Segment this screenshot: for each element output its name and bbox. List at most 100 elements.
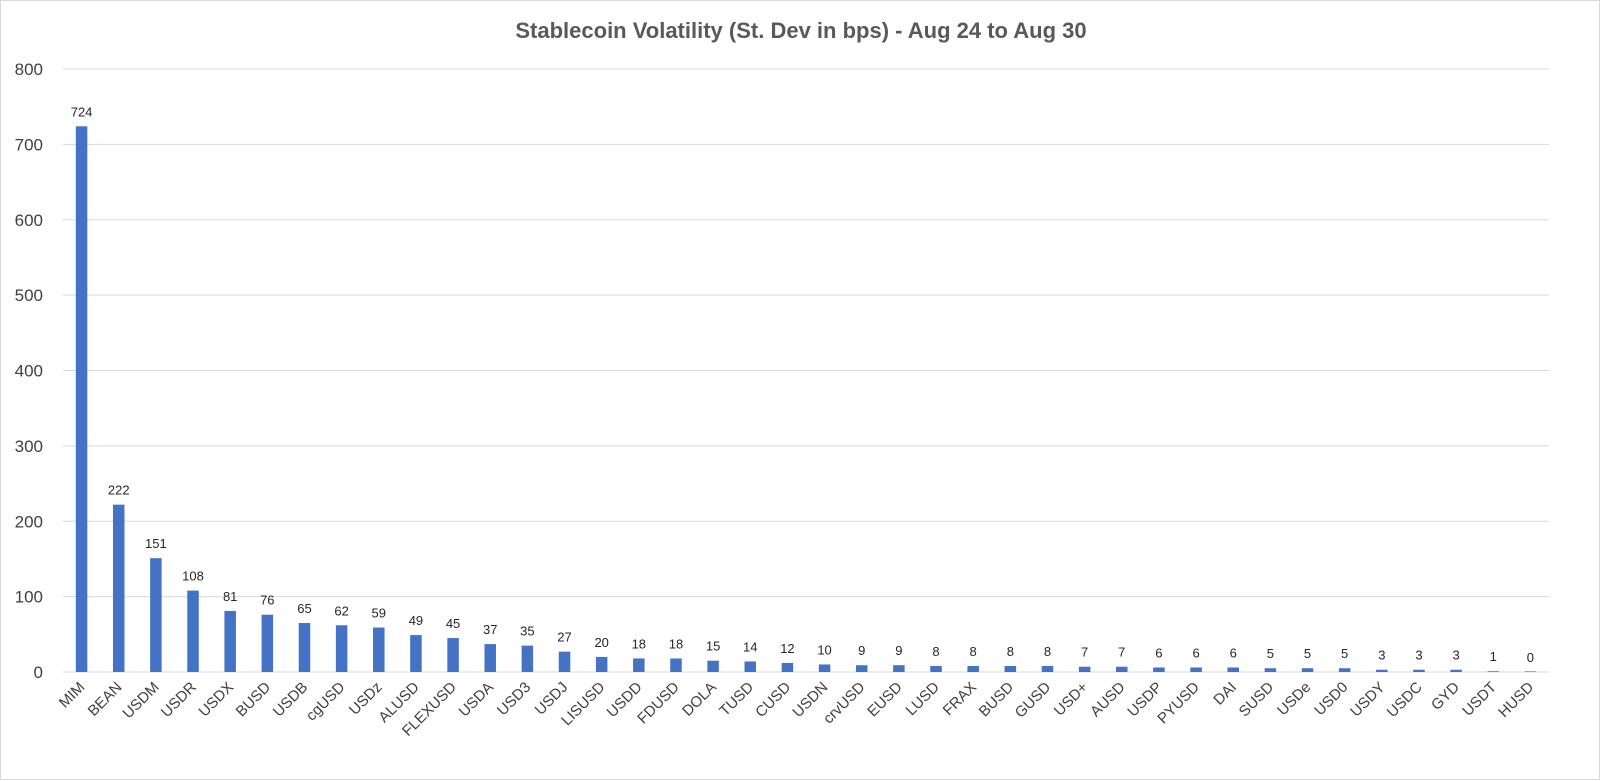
x-tick-label: USDA: [456, 679, 497, 720]
x-tick-label: AUSD: [1087, 679, 1129, 721]
x-tick-label: EUSD: [864, 679, 906, 721]
bar-dola: [707, 660, 719, 672]
bar-busd: [1004, 665, 1017, 672]
data-label: 10: [817, 642, 831, 657]
x-tick-label: USDY: [1347, 679, 1388, 720]
x-tick-label: USDM: [119, 679, 162, 722]
x-tick-label: cgUSD: [303, 679, 349, 725]
bar-cusd: [781, 662, 794, 672]
y-tick-label: 200: [15, 512, 43, 531]
y-tick-label: 100: [15, 588, 43, 607]
bar-lisusd: [595, 656, 608, 672]
bar-usdx: [224, 610, 236, 672]
y-tick-label: 300: [15, 437, 43, 456]
x-tick-label: USD+: [1051, 679, 1092, 720]
data-label: 1: [1490, 649, 1497, 664]
bar-usd0: [1338, 668, 1351, 672]
x-tick-label: DOLA: [679, 679, 720, 720]
x-axis-ticks: MIMBEANUSDMUSDRUSDXBUSDUSDBcgUSDUSDzALUS…: [56, 679, 1538, 740]
bar-busd: [261, 614, 274, 672]
bar-frax: [967, 665, 979, 672]
x-tick-label: USD0: [1311, 679, 1351, 719]
y-tick-label: 500: [15, 286, 43, 305]
data-label: 49: [409, 613, 423, 628]
bar-usdb: [298, 623, 311, 672]
bar-usdn: [818, 664, 831, 672]
data-label: 18: [632, 636, 646, 651]
data-label: 724: [71, 104, 93, 119]
bar-usdj: [558, 651, 571, 672]
data-label: 222: [108, 483, 130, 498]
bar-usdt: [1487, 671, 1500, 672]
x-tick-label: SUSD: [1236, 679, 1278, 721]
bar-usd+: [1078, 666, 1091, 672]
x-tick-label: MIM: [56, 679, 89, 712]
data-label: 27: [557, 630, 571, 645]
chart-title: Stablecoin Volatility (St. Dev in bps) -…: [515, 18, 1086, 43]
y-tick-label: 700: [15, 135, 43, 154]
data-label: 108: [182, 569, 204, 584]
bar-tusd: [744, 661, 757, 672]
data-label: 14: [743, 639, 757, 654]
bar-eusd: [893, 665, 905, 672]
x-tick-label: USDR: [158, 679, 200, 721]
data-label: 3: [1378, 648, 1385, 663]
x-tick-label: HUSD: [1495, 679, 1537, 721]
data-label: 45: [446, 616, 460, 631]
data-label: 0: [1527, 650, 1534, 665]
bar-usdr: [187, 590, 199, 672]
data-label: 6: [1230, 645, 1237, 660]
x-tick-label: USD3: [494, 679, 534, 719]
bar-usdm: [150, 558, 162, 672]
bar-mim: [75, 126, 88, 672]
data-label: 5: [1341, 646, 1348, 661]
bar-susd: [1264, 668, 1277, 672]
x-tick-label: crvUSD: [820, 679, 869, 728]
bar-usdc: [1413, 669, 1425, 672]
x-tick-label: TUSD: [716, 679, 757, 720]
bar-cgusd: [335, 625, 348, 672]
data-label: 18: [669, 636, 683, 651]
data-label: 3: [1415, 648, 1422, 663]
x-tick-label: LUSD: [903, 679, 943, 719]
data-label: 8: [1044, 644, 1051, 659]
data-label: 6: [1192, 645, 1199, 660]
data-label: 20: [594, 635, 608, 650]
bar-usdz: [373, 627, 385, 672]
data-label: 37: [483, 622, 497, 637]
bar-usd3: [521, 645, 534, 672]
data-label: 8: [1007, 644, 1014, 659]
data-label: 35: [520, 624, 534, 639]
bar-lusd: [930, 665, 942, 672]
y-axis-ticks: 0 100 200 300 400 500 600 700 800: [15, 60, 43, 682]
bar-alusd: [410, 635, 422, 672]
data-label: 8: [970, 644, 977, 659]
data-label: 12: [780, 641, 794, 656]
gridlines: [63, 68, 1549, 673]
y-tick-label: 400: [15, 362, 43, 381]
data-label: 65: [297, 601, 311, 616]
x-tick-label: BEAN: [85, 679, 126, 720]
bar-crvusd: [855, 665, 868, 672]
bar-ausd: [1116, 666, 1128, 672]
bar-usde: [1301, 668, 1314, 672]
bar-usda: [484, 644, 496, 672]
bar-usdy: [1376, 669, 1388, 672]
y-tick-label: 600: [15, 211, 43, 230]
x-tick-label: DAI: [1210, 679, 1240, 709]
y-tick-label: 800: [15, 60, 43, 79]
bar-bean: [112, 504, 125, 672]
data-label: 81: [223, 589, 237, 604]
x-tick-label: USDC: [1384, 679, 1426, 721]
bar-usdp: [1153, 667, 1165, 672]
data-label: 7: [1118, 645, 1125, 660]
x-tick-label: CUSD: [752, 679, 794, 721]
bar-dai: [1227, 667, 1239, 672]
data-label: 76: [260, 593, 274, 608]
data-label: 9: [858, 643, 865, 658]
bar-gusd: [1041, 665, 1054, 672]
data-label: 59: [372, 606, 386, 621]
data-label: 8: [932, 644, 939, 659]
